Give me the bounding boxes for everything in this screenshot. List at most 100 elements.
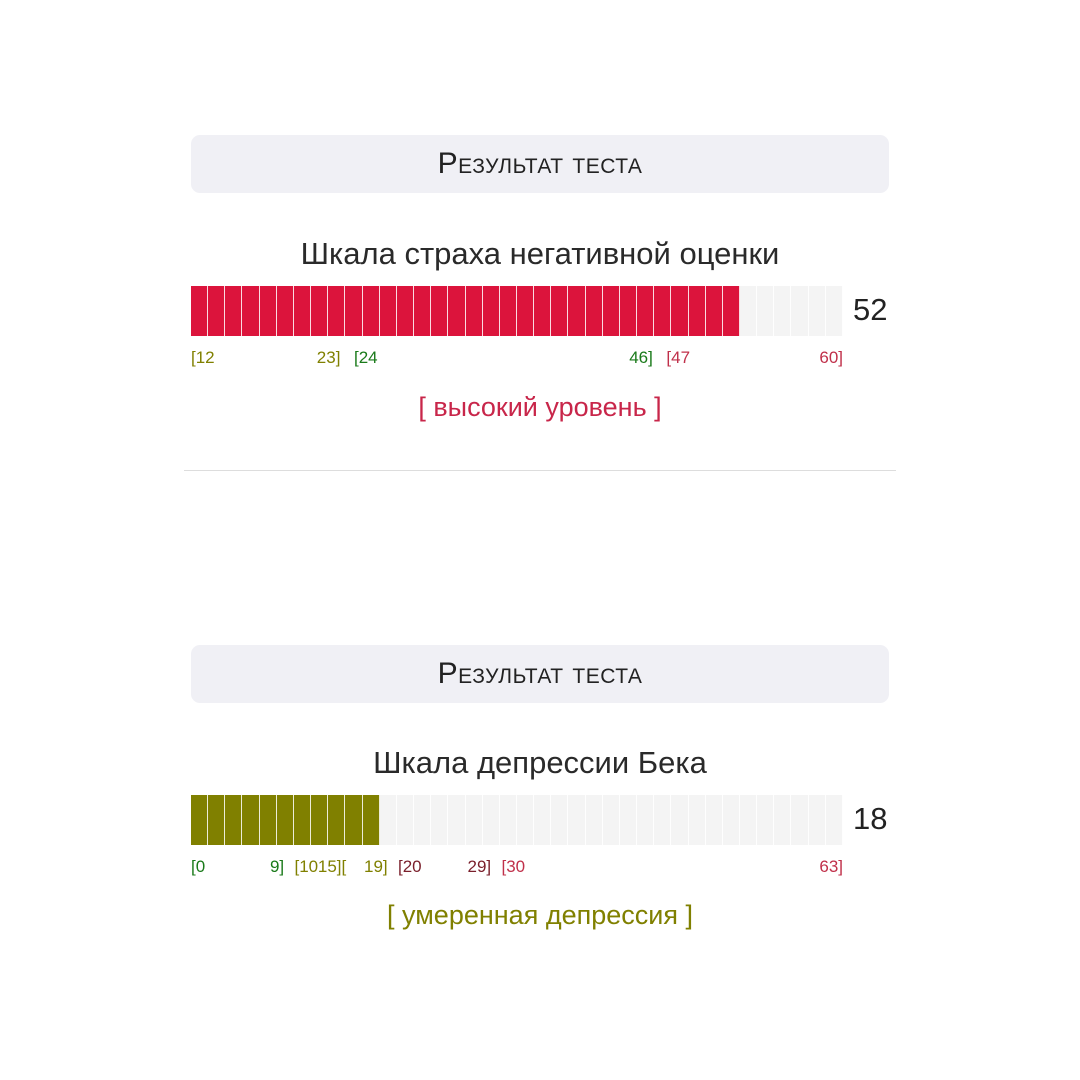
bar-segment-filled [242,795,260,845]
bar-segment-empty [689,795,706,845]
bar-segment-empty [809,286,826,336]
bar-segment-filled [191,795,209,845]
bar-segment-filled [362,286,380,336]
bar-segment-filled [705,286,723,336]
bar-segment-empty [431,795,449,845]
result-header: Результат теста [191,135,889,193]
bar-segment-filled [722,286,740,336]
range-tick-label: 60] [819,348,843,367]
range-tick-label: 9] [269,857,285,876]
range-tick-label: [0 [191,857,206,876]
score-bar [191,795,843,845]
range-tick-label: 19] [364,857,388,876]
bar-segment-empty [757,795,775,845]
bar-segment-empty [637,795,655,845]
range-tick-label: [12 [191,348,215,367]
bar-segment-empty [740,795,758,845]
bar-segment-filled [482,286,500,336]
bar-segment-empty [483,795,500,845]
bar-segment-filled [259,795,277,845]
bar-segment-filled [396,286,415,336]
bar-segment-empty [774,795,792,845]
bar-segment-empty [551,795,569,845]
range-tick-label: 23] [316,348,341,367]
bar-segment-filled [516,286,535,336]
bar-segment-filled [259,286,277,336]
range-tick-label: [47 [666,348,691,367]
bar-segment-filled [345,795,363,845]
range-tick-label: 46] [629,348,653,367]
bar-segment-filled [311,795,329,845]
bar-segment-filled [328,286,346,336]
bar-segment-filled [534,286,552,336]
bar-segment-empty [517,795,535,845]
bar-segment-filled [208,286,226,336]
bar-segment-empty [654,795,672,845]
bar-segment-empty [791,795,809,845]
bar-segment-filled [311,286,329,336]
range-tick-label: [20 [397,857,422,876]
bar-segment-empty [706,795,723,845]
bar-segment-empty [809,795,826,845]
bar-segment-filled [276,795,294,845]
bar-segment-empty [826,795,843,845]
bar-segment-filled [654,286,672,336]
result-verdict: [ высокий уровень ] [418,392,662,422]
range-tick-label: 63] [819,857,843,876]
bar-segment-filled [637,286,655,336]
bar-segment-filled [688,286,706,336]
range-ticks: [12 23] [24 46] [47 60] [191,348,843,370]
bar-segment-filled [414,286,432,336]
bar-segment-filled [551,286,569,336]
range-tick-label: [24 [354,348,378,367]
bar-segment-empty [414,795,432,845]
bar-segment-filled [499,286,517,336]
bar-segment-empty [380,795,397,845]
range-tick-label: [10 [294,857,319,876]
bar-segment-filled [276,286,294,336]
bar-segment-filled [431,286,449,336]
bar-segment-empty [397,795,415,845]
bar-segment-empty [603,795,620,845]
bar-segment-empty [620,795,638,845]
bar-segment-empty [740,286,758,336]
bar-segment-filled [602,286,620,336]
range-ticks: [0 9] [10 15][ 19] [20 29] [30 63] [191,857,843,879]
range-tick-label: [30 [501,857,526,876]
bar-segment-filled [208,795,226,845]
bar-segment-filled [379,286,397,336]
bar-segment-empty [791,286,809,336]
scale-title: Шкала страха негативной оценки [300,236,780,271]
bar-segment-filled [191,286,209,336]
score-value: 52 [853,292,888,327]
bar-segment-filled [585,286,603,336]
bar-segment-filled [362,795,380,845]
bar-segment-filled [225,286,243,336]
scale-title: Шкала депрессии Бека [373,745,707,780]
bar-segment-empty [826,286,843,336]
bar-segment-filled [225,795,243,845]
bar-segment-filled [448,286,466,336]
bar-segment-empty [448,795,466,845]
score-value: 18 [853,801,888,836]
bar-segment-filled [293,795,312,845]
bar-segment-filled [328,795,346,845]
bar-segment-empty [671,795,689,845]
bar-segment-filled [465,286,483,336]
range-tick-label: 15][ [317,857,347,876]
bar-segment-empty [586,795,603,845]
divider [184,470,896,471]
bar-segment-filled [293,286,312,336]
bar-segment-filled [568,286,586,336]
bar-segment-empty [723,795,740,845]
score-bar [191,286,843,336]
bar-segment-empty [466,795,483,845]
result-header: Результат теста [191,645,889,703]
range-tick-label: 29] [467,857,492,876]
bar-segment-filled [345,286,363,336]
bar-segment-empty [534,795,552,845]
bar-segment-filled [242,286,260,336]
bar-segment-empty [774,286,792,336]
result-verdict: [ умеренная депрессия ] [387,900,693,930]
bar-segment-empty [500,795,517,845]
